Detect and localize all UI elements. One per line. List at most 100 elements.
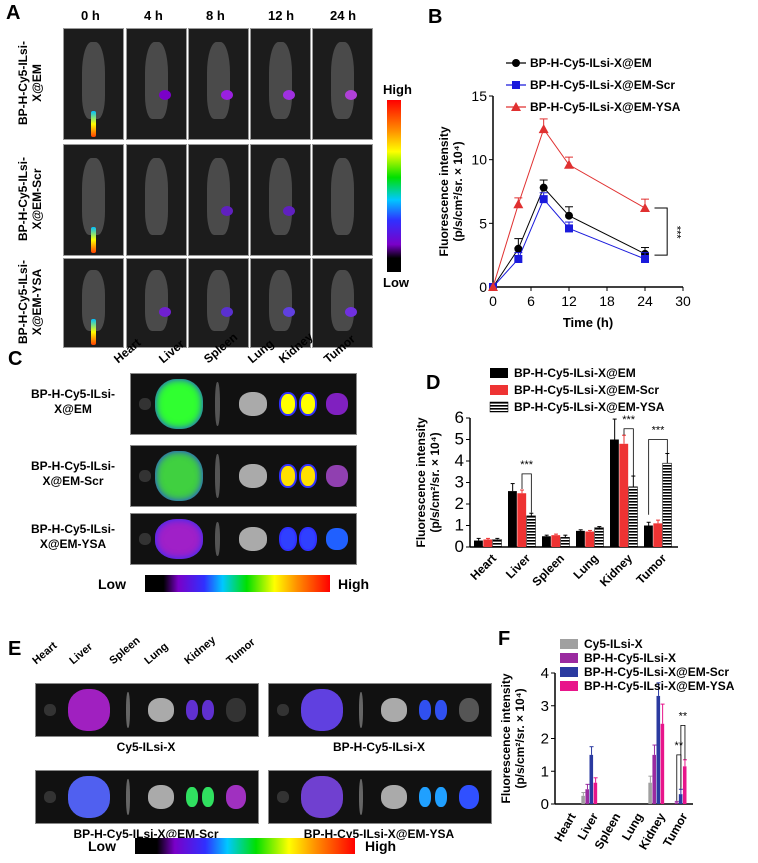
y-tick-label: 1 bbox=[541, 763, 549, 780]
kidney bbox=[202, 787, 214, 807]
data-point bbox=[538, 124, 549, 134]
y-tick-label: 10 bbox=[471, 152, 487, 168]
row-label: BP-H-Cy5-ILsi-X@EM-YSA bbox=[16, 260, 44, 345]
bar bbox=[644, 525, 653, 547]
data-point bbox=[514, 254, 523, 263]
bar bbox=[483, 539, 493, 547]
bar bbox=[652, 754, 656, 804]
image-caption: BP-H-Cy5-ILsi-X@EM-YSA bbox=[303, 827, 455, 841]
kidney bbox=[435, 700, 447, 720]
lung bbox=[148, 698, 174, 722]
mouse-image bbox=[312, 144, 373, 256]
mouse-silhouette bbox=[144, 269, 169, 332]
x-tick-label: Heart bbox=[551, 811, 578, 845]
bar bbox=[474, 540, 483, 547]
x-tick-label: 0 bbox=[489, 293, 497, 309]
data-point bbox=[514, 244, 523, 253]
heart bbox=[277, 791, 289, 803]
legend-label: BP-H-Cy5-ILsi-X@EM-YSA bbox=[530, 100, 681, 114]
organ-label: Liver bbox=[67, 640, 96, 667]
mouse-silhouette bbox=[144, 42, 169, 120]
data-point bbox=[488, 282, 498, 291]
spleen bbox=[215, 382, 220, 426]
colorbar-a bbox=[387, 100, 401, 272]
y-label-line: (p/s/cm²/sr. × 10⁴) bbox=[428, 432, 442, 532]
legend-swatch bbox=[560, 667, 578, 677]
tumor-signal bbox=[221, 307, 233, 318]
tumor-signal bbox=[159, 307, 171, 318]
tumor bbox=[226, 785, 246, 809]
panel-label-f: F bbox=[498, 628, 511, 650]
significance-label: ** bbox=[679, 710, 688, 722]
panel-label-a: A bbox=[6, 2, 21, 24]
mouse-silhouette bbox=[81, 42, 106, 120]
legend-label: BP-H-Cy5-ILsi-X@EM-Scr bbox=[530, 78, 675, 92]
mouse-image bbox=[188, 28, 249, 140]
bar bbox=[660, 723, 665, 804]
tumor-signal bbox=[283, 307, 295, 318]
tumor bbox=[326, 528, 348, 550]
organ-image bbox=[130, 513, 357, 565]
heart bbox=[139, 470, 151, 482]
heart bbox=[44, 791, 56, 803]
kidney bbox=[419, 700, 431, 720]
tumor bbox=[459, 698, 479, 722]
organ-image bbox=[268, 770, 492, 824]
mouse-silhouette bbox=[144, 158, 169, 236]
lung bbox=[381, 785, 407, 809]
kidney bbox=[301, 466, 315, 486]
panel-label-c: C bbox=[8, 348, 23, 370]
data-point bbox=[565, 224, 573, 233]
spleen bbox=[126, 692, 130, 728]
series-line bbox=[492, 186, 646, 288]
x-tick-label: 30 bbox=[675, 293, 691, 309]
data-point bbox=[512, 59, 520, 67]
organ-label: Spleen bbox=[107, 634, 143, 667]
significance-label: *** bbox=[520, 459, 534, 471]
colorbar-c bbox=[145, 575, 330, 592]
x-tick-label: Kidney bbox=[597, 551, 635, 589]
mouse-silhouette bbox=[268, 158, 293, 236]
y-label-line: Fluorescence intensity bbox=[414, 417, 428, 547]
kidney bbox=[281, 394, 295, 414]
tumor bbox=[226, 698, 246, 722]
significance-bracket bbox=[676, 754, 682, 801]
y-tick-label: 5 bbox=[455, 430, 464, 449]
image-caption: Cy5-ILsi-X bbox=[116, 740, 176, 754]
liver bbox=[68, 776, 110, 818]
data-point bbox=[539, 183, 548, 192]
scale-low-label: Low bbox=[383, 275, 409, 290]
legend-label: BP-H-Cy5-ILsi-X@EM-Scr bbox=[514, 383, 659, 397]
bar bbox=[678, 794, 683, 804]
legend-label: Cy5-ILsi-X bbox=[584, 637, 643, 651]
data-point bbox=[564, 159, 574, 169]
mouse-image bbox=[250, 258, 311, 348]
y-label-line: (p/s/cm²/sr. × 10⁴) bbox=[451, 141, 465, 241]
scale-high-label: High bbox=[383, 82, 412, 97]
bar bbox=[682, 766, 687, 804]
legend-label: BP-H-Cy5-ILsi-X@EM bbox=[514, 366, 636, 380]
tumor-signal bbox=[345, 89, 357, 100]
lung bbox=[381, 698, 407, 722]
y-axis-label: Fluorescence intensity(p/s/cm²/sr. × 10⁴… bbox=[437, 126, 465, 256]
data-point bbox=[641, 254, 649, 263]
spleen bbox=[215, 454, 220, 498]
bar bbox=[560, 537, 570, 548]
bar bbox=[551, 535, 561, 547]
heart bbox=[139, 533, 151, 545]
tail-signal bbox=[91, 319, 96, 345]
chart-b: 0 5 10 15 Fluorescence intensity(p/s/cm²/sr.… bbox=[437, 56, 691, 330]
y-tick-label: 6 bbox=[455, 408, 464, 427]
legend-label: BP-H-Cy5-ILsi-X@EM-Scr bbox=[584, 665, 729, 679]
tumor-signal bbox=[221, 205, 233, 216]
row-label: BP-H-Cy5-ILsi-X@EM-YSA bbox=[30, 522, 115, 551]
x-tick-label: Liver bbox=[503, 551, 533, 581]
kidney bbox=[301, 394, 315, 414]
y-label-line: Fluorescence intensity bbox=[437, 126, 451, 256]
mouse-image bbox=[63, 258, 124, 348]
lung bbox=[239, 527, 267, 551]
bar bbox=[542, 536, 551, 547]
y-tick-label: 4 bbox=[455, 451, 464, 470]
bar bbox=[576, 530, 585, 547]
mouse-silhouette bbox=[81, 269, 106, 332]
